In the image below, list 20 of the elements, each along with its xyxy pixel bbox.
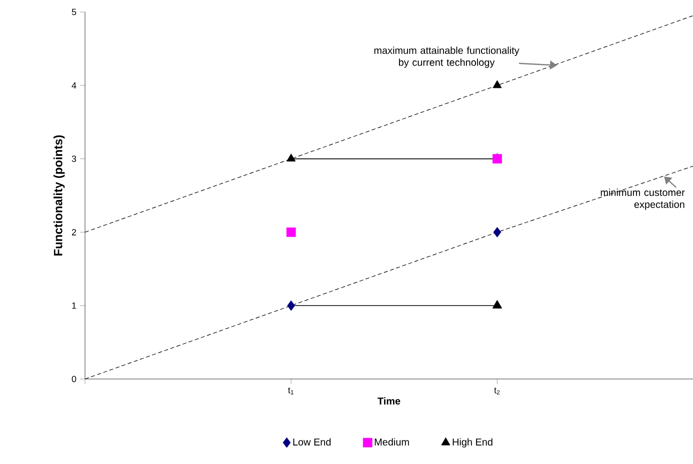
legend-label: Low End bbox=[293, 438, 331, 446]
y-tick-label: 2 bbox=[72, 229, 76, 236]
y-tick-label: 0 bbox=[72, 376, 76, 382]
point bbox=[286, 154, 296, 162]
y-tick-label: 5 bbox=[72, 8, 76, 16]
y-axis-title: Functionality (points) bbox=[54, 135, 65, 256]
x-tick-label: t$_{2}$ bbox=[494, 388, 500, 394]
annotation: maximum attainable functionality by current technology bbox=[374, 46, 520, 68]
x-axis-title: Time bbox=[378, 397, 400, 405]
y-tick-label: 4 bbox=[72, 82, 76, 88]
point bbox=[287, 300, 296, 311]
annotation: minimum customer expectation bbox=[600, 188, 685, 210]
point bbox=[492, 80, 502, 88]
legend-label: Medium bbox=[374, 438, 409, 446]
y-tick-label: 1 bbox=[72, 302, 76, 309]
point bbox=[493, 227, 502, 238]
x-tick-label: t$_{1}$ bbox=[288, 388, 294, 394]
point bbox=[286, 228, 296, 237]
y-tick-label: 3 bbox=[72, 156, 76, 162]
legend-label: High End bbox=[452, 438, 492, 448]
